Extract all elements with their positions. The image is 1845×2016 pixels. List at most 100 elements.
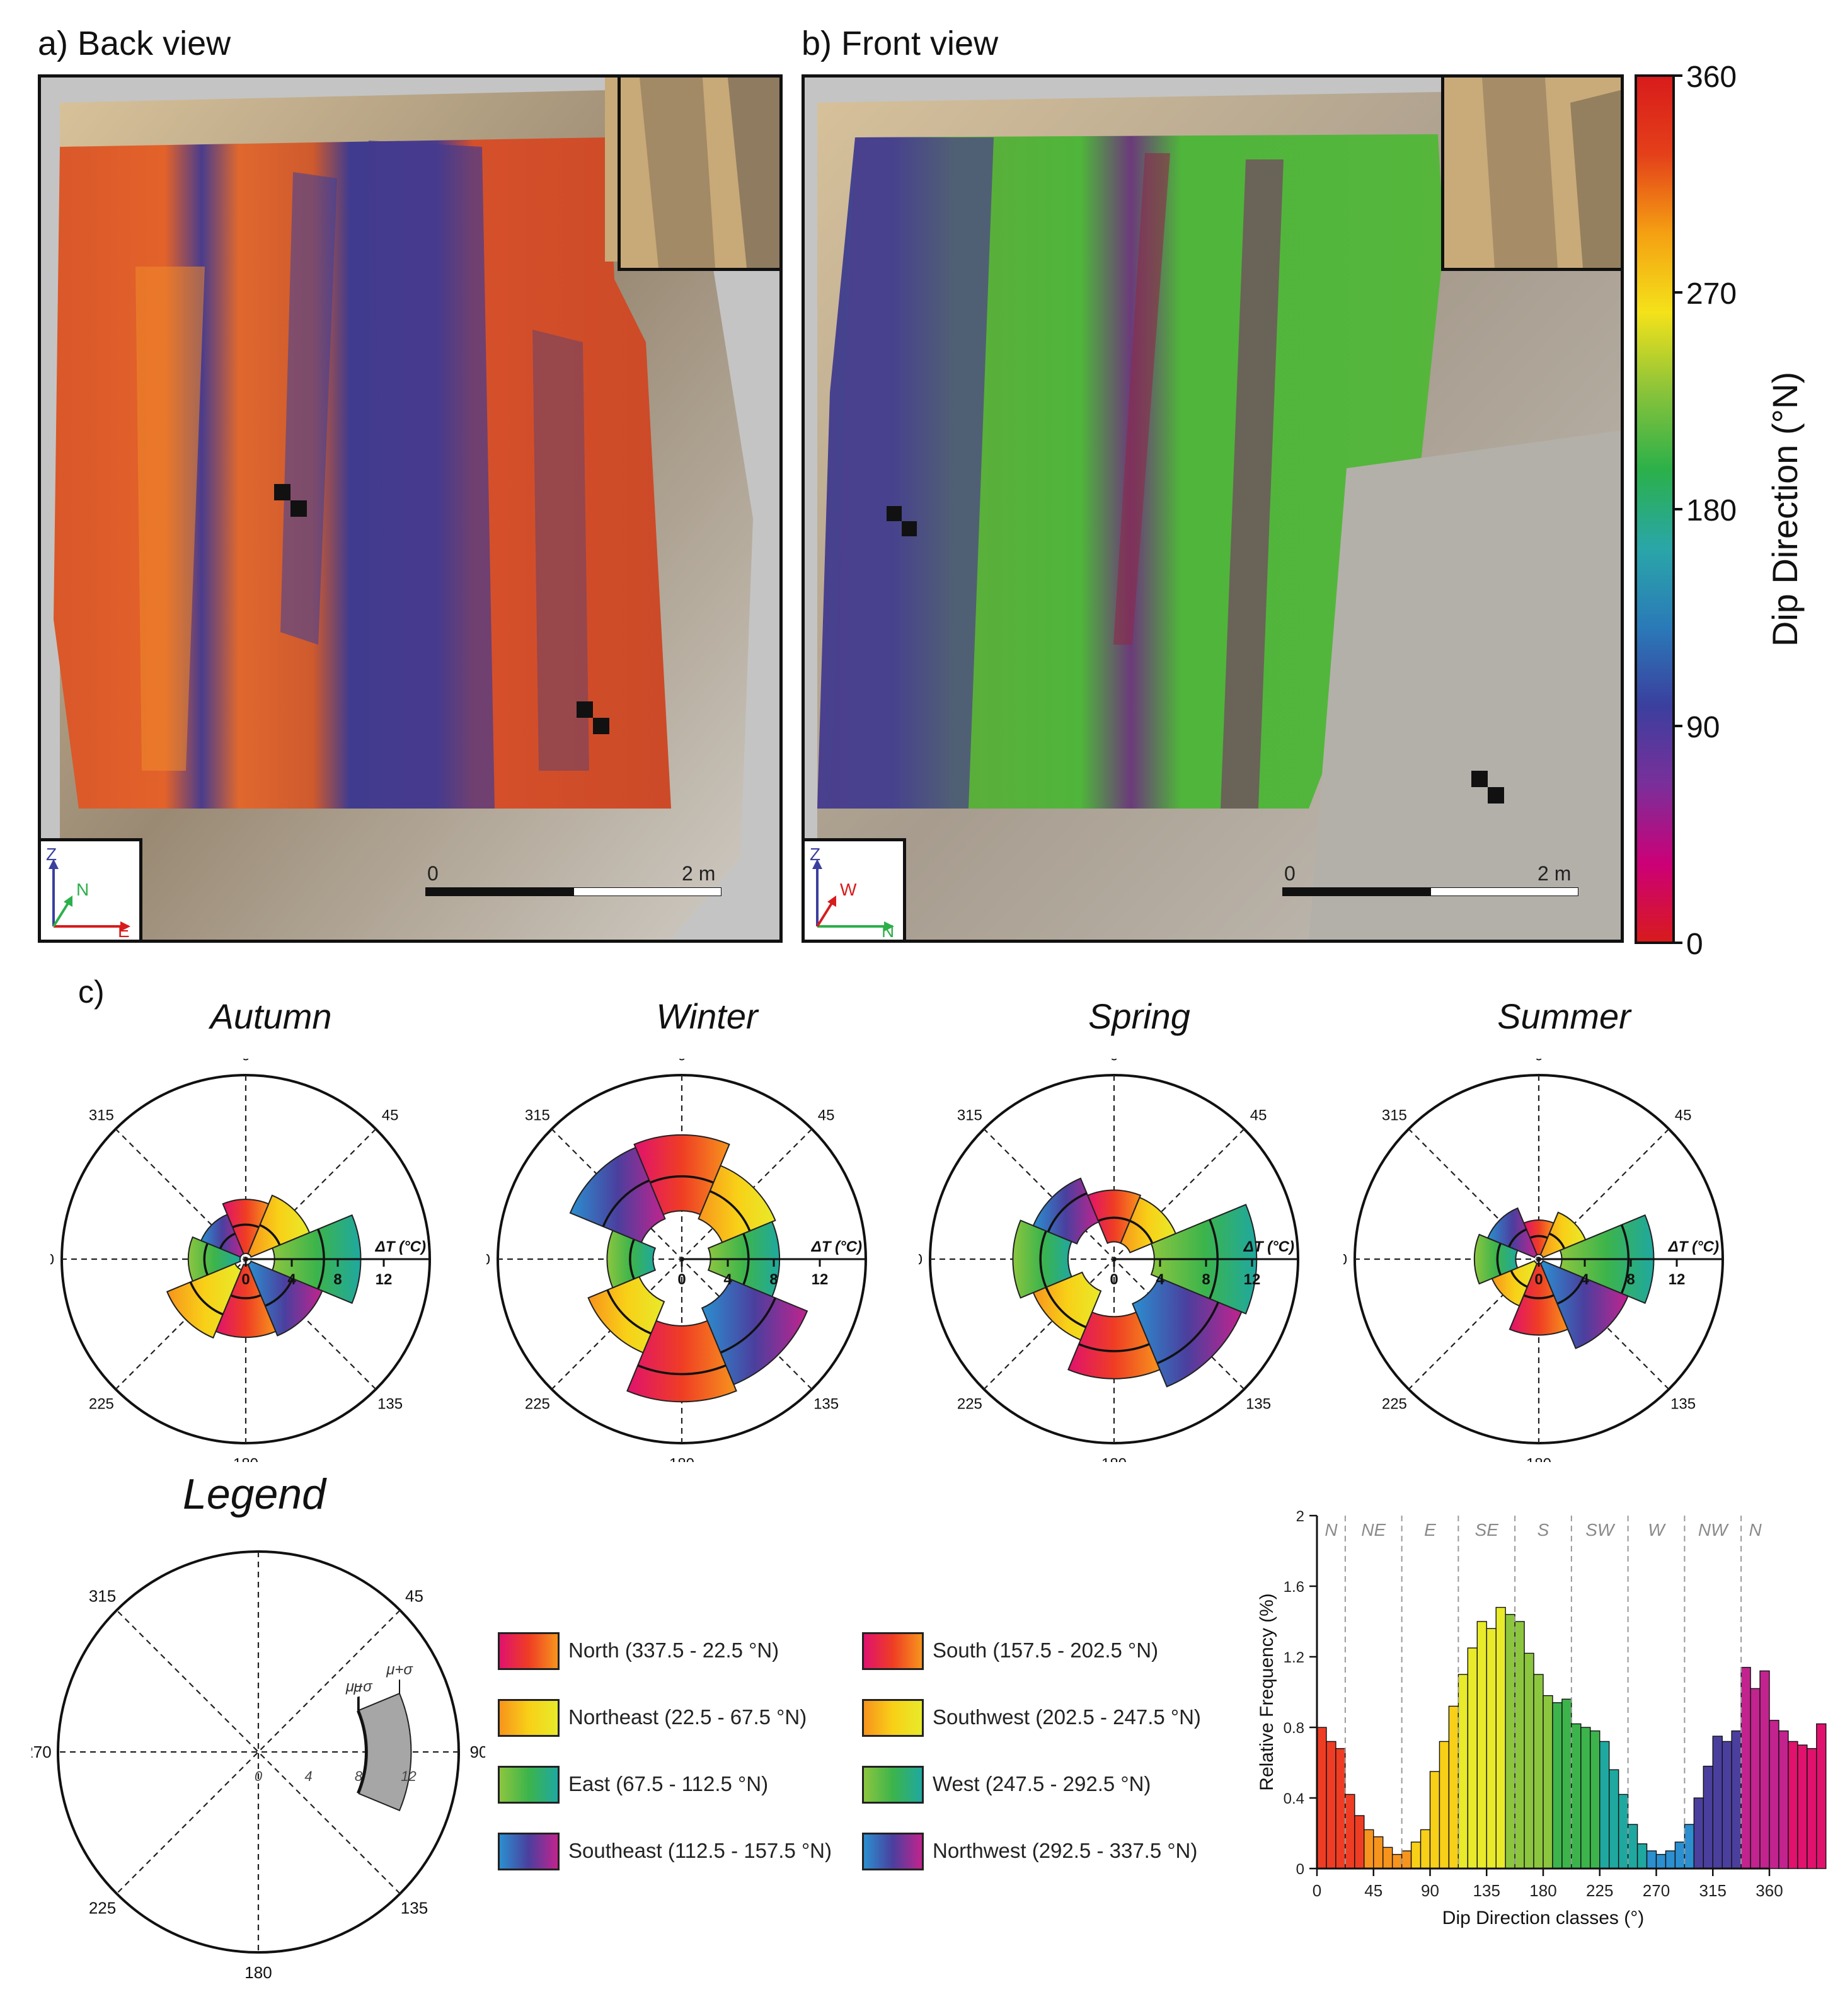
rose-radial-tick-label: 4 <box>723 1271 732 1288</box>
rose-angle-label: 0 <box>254 1538 263 1541</box>
histogram-class-label: N <box>1749 1520 1762 1540</box>
rose-angle-label: 270 <box>919 1251 923 1268</box>
rose-mean-arc-s <box>230 1294 262 1299</box>
rose-angle-label: 45 <box>405 1587 423 1606</box>
histogram-bar <box>1373 1836 1384 1869</box>
histogram-bar <box>1778 1730 1789 1869</box>
rose-sector-w <box>1012 1219 1072 1299</box>
legend-item-southeast: Southeast (112.5 - 157.5 °N) <box>498 1833 857 1873</box>
histogram-class-label: SE <box>1475 1520 1499 1540</box>
rose-angle-label: 225 <box>89 1396 114 1413</box>
legend-swatch-north <box>498 1632 560 1670</box>
rose-radial-tick-label: 12 <box>812 1271 829 1288</box>
histogram-bar <box>1505 1614 1515 1869</box>
histogram-bar <box>1410 1841 1422 1869</box>
front-scale-end: 2 m <box>1538 862 1572 885</box>
histogram-x-tick-label: 180 <box>1529 1881 1556 1900</box>
rose-angle-label: 0 <box>1110 1059 1118 1064</box>
rose-mean-arc-n <box>650 1175 714 1184</box>
histogram-x-tick-label: 45 <box>1364 1881 1382 1900</box>
legend-label-southwest: Southwest (202.5 - 247.5 °N) <box>933 1705 1201 1729</box>
colorbar-bar <box>1635 74 1675 944</box>
rose-radial-tick-label: 12 <box>376 1271 393 1288</box>
colorbar-tick-label: 180 <box>1686 494 1737 527</box>
rose-title-autumn: Autumn <box>210 996 332 1036</box>
histogram-class-label: S <box>1538 1520 1549 1540</box>
legend-mu-label: μ−σ <box>345 1678 373 1695</box>
legend-label-northwest: Northwest (292.5 - 337.5 °N) <box>933 1839 1198 1862</box>
rose-sector-sw <box>587 1276 665 1354</box>
panel-a-title: a) Back view <box>38 25 231 62</box>
rose-sector-ne <box>698 1165 776 1243</box>
rose-sector-se <box>1132 1277 1243 1388</box>
legend-swatch-west <box>862 1766 924 1804</box>
histogram-bar <box>1712 1736 1723 1869</box>
histogram-bar <box>1345 1794 1355 1869</box>
rose-mean-arc-ne <box>710 1190 751 1231</box>
rose-mean-arc-nw <box>1047 1192 1088 1233</box>
rose-radial-tick-label: 4 <box>287 1271 296 1288</box>
histogram-y-tick-label: 1.2 <box>1284 1649 1304 1666</box>
rose-radial-label: ΔT (°C) <box>1243 1238 1294 1255</box>
rose-mean-arc-w <box>1496 1243 1502 1276</box>
colorbar-tick-label: 270 <box>1686 277 1737 311</box>
histogram-bar <box>1788 1741 1798 1869</box>
histogram-x-tick-label: 135 <box>1473 1881 1500 1900</box>
histogram-bar <box>1646 1850 1657 1869</box>
histogram-class-label: NE <box>1361 1520 1386 1540</box>
dip-class-legend: North (337.5 - 22.5 °N) Northeast (22.5 … <box>498 1632 1254 1884</box>
legend-item-northeast: Northeast (22.5 - 67.5 °N) <box>498 1699 857 1739</box>
histogram-x-tick-label: 270 <box>1643 1881 1670 1900</box>
rose-radial-tick-label: 12 <box>1244 1271 1261 1288</box>
histogram-bar <box>1543 1695 1553 1869</box>
rose-angle-label: 180 <box>1101 1455 1127 1462</box>
axis-label-z: Z <box>810 844 820 864</box>
rose-angle-label: 135 <box>1670 1396 1696 1413</box>
legend-item-northwest: Northwest (292.5 - 337.5 °N) <box>862 1833 1240 1873</box>
dip-direction-colorbar: 360 270 180 90 0 Dip Direction (°N) <box>1635 63 1805 958</box>
rose-radial-tick-label: 8 <box>1202 1271 1210 1288</box>
legend-mu-label: μ <box>353 1679 362 1696</box>
legend-radial-tick-label: 12 <box>401 1768 416 1784</box>
rose-mean-arc-s <box>637 1364 727 1376</box>
histogram-bar <box>1326 1741 1336 1869</box>
rose-angle-label: 315 <box>89 1107 114 1124</box>
histogram-bar <box>1636 1843 1648 1869</box>
legend-label-north: North (337.5 - 22.5 °N) <box>568 1639 779 1662</box>
rose-angle-label: 225 <box>89 1899 116 1918</box>
rose-mean-arc-se <box>1156 1301 1219 1364</box>
rose-radial-tick-label: 8 <box>769 1271 778 1288</box>
rose-sector-n <box>222 1199 270 1255</box>
histogram-bar <box>1627 1824 1638 1869</box>
rose-sector-s <box>1067 1311 1161 1380</box>
histogram-bar <box>1693 1797 1704 1869</box>
axis-label-n: N <box>882 921 894 940</box>
legend-swatch-south <box>862 1632 924 1670</box>
rose-angle-label: 270 <box>486 1251 490 1268</box>
rose-angle-label: 135 <box>813 1396 839 1413</box>
rose-mean-arc-w <box>1039 1230 1047 1288</box>
rose-mean-arc-nw <box>219 1232 236 1249</box>
back-view-scalebar <box>425 887 721 896</box>
rose-mean-arc-se <box>265 1278 294 1307</box>
histogram-bar <box>1429 1771 1440 1869</box>
rose-mean-arc-se <box>720 1297 776 1354</box>
rose-mean-arc-n <box>1098 1216 1130 1222</box>
histogram-bar <box>1316 1727 1327 1869</box>
histogram-bar <box>1816 1723 1827 1869</box>
rose-radial-tick-label: 8 <box>1626 1271 1635 1288</box>
histogram-bar <box>1609 1769 1619 1869</box>
legend-item-southwest: Southwest (202.5 - 247.5 °N) <box>862 1699 1240 1739</box>
histogram-x-tick-label: 225 <box>1586 1881 1613 1900</box>
rose-mean-arc-sw <box>1510 1270 1528 1288</box>
rose-angle-label: 0 <box>241 1059 250 1064</box>
dip-direction-histogram: N NE E SE S SW W NW N 0 45 90 135 180 225 270 315 360 0 0.4… <box>1256 1508 1827 1928</box>
histogram-class-label: W <box>1648 1520 1666 1540</box>
histogram-bar <box>1703 1765 1713 1869</box>
axis-label-z: Z <box>46 844 57 864</box>
rose-angle-label: 45 <box>1675 1107 1692 1124</box>
rose-mean-arc-w <box>629 1238 635 1280</box>
legend-item-south: South (157.5 - 202.5 °N) <box>862 1632 1240 1673</box>
legend-rose: 0 45 90 135 180 225 270 315 μ−σμ μ+σ 0 4 8 12 <box>32 1538 485 1982</box>
rose-mean-arc-n <box>1529 1235 1548 1239</box>
